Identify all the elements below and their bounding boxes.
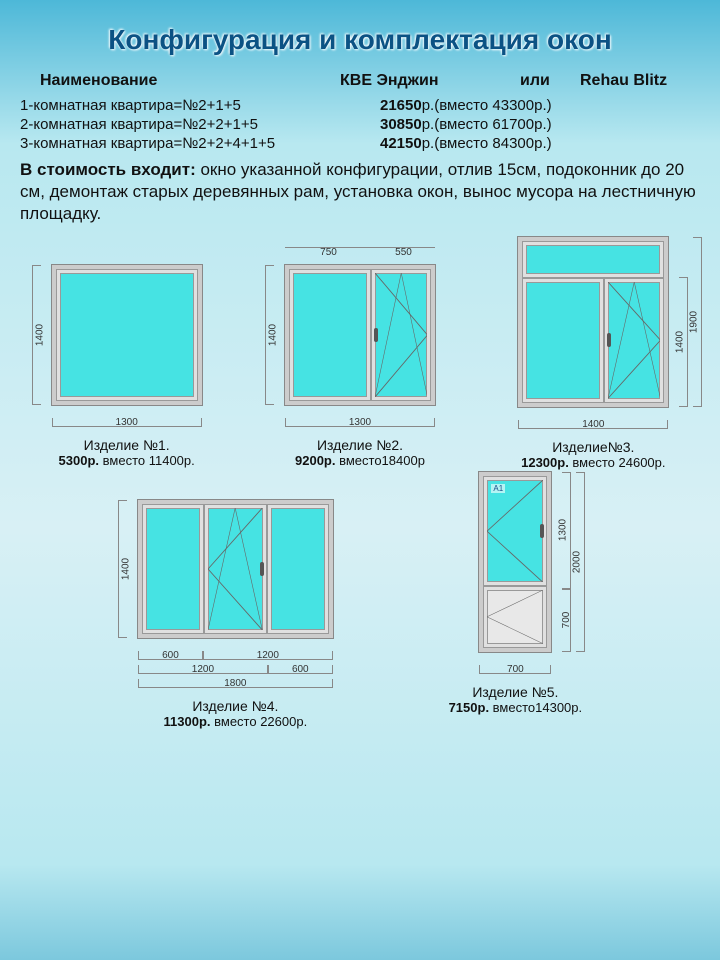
hdr-brand1: КВЕ Энджин xyxy=(340,72,520,90)
dim-left: 1400 xyxy=(118,500,130,638)
dim-bot-a2: 1200 xyxy=(203,648,333,660)
door-frame: A1 xyxy=(479,472,551,652)
dim-right-outer: 1900 xyxy=(690,237,702,407)
dim-left: 1400 xyxy=(32,265,44,405)
apt-price: 30850 xyxy=(380,116,422,133)
dim-bot-b2: 600 xyxy=(268,662,333,674)
item-price: 5300р. вместо 11400р. xyxy=(52,453,202,468)
header-row: Наименование КВЕ Энджин или Rehau Blitz xyxy=(0,70,720,96)
item-name: Изделие №4. xyxy=(138,698,333,714)
window-item-3: 1400 1900 1400 Изделие№3. 12300р xyxy=(518,265,668,469)
apt-row: 3-комнатная квартира=№2+2+4+1+5 42150р.(… xyxy=(0,134,720,153)
apt-price: 42150 xyxy=(380,135,422,152)
apt-price: 21650 xyxy=(380,97,422,114)
dim-bot-a1: 600 xyxy=(138,648,203,660)
page-title: Конфигурация и комплектация окон xyxy=(0,0,720,70)
window-row-2: 1400 600 1200 1200 600 1800 Изд xyxy=(0,500,720,729)
dim-bottom: 700 xyxy=(479,662,551,674)
body-lead: В стоимость входит: xyxy=(20,160,196,179)
item-name: Изделие №5. xyxy=(449,684,583,700)
apt-row: 1-комнатная квартира=№2+1+5 21650р.(вмес… xyxy=(0,96,720,115)
window-item-5: 1300 700 2000 A1 700 Изделие №5. xyxy=(449,500,583,729)
handle-icon xyxy=(260,562,264,576)
window-frame xyxy=(138,500,333,638)
dim-top-left: 750 xyxy=(320,247,337,258)
window-item-2: 1400 750 550 1300 Изделие №2. 9200р. xyxy=(285,265,435,469)
window-row-1: 1400 1300 Изделие №1. 5300р. вместо 1140… xyxy=(0,259,720,469)
item-name: Изделие №1. xyxy=(52,437,202,453)
apt-name: 1-комнатная квартира=№2+1+5 xyxy=(20,97,380,114)
dim-r-bot: 700 xyxy=(559,589,571,652)
window-item-4: 1400 600 1200 1200 600 1800 Изд xyxy=(138,500,333,729)
apt-instead: р.(вместо 61700р.) xyxy=(422,116,552,133)
hdr-or: или xyxy=(520,72,580,90)
dim-right-inner: 1400 xyxy=(676,277,688,406)
item-name: Изделие№3. xyxy=(518,439,668,455)
item-name: Изделие №2. xyxy=(285,437,435,453)
hdr-name: Наименование xyxy=(40,72,340,90)
dim-r-top: 1300 xyxy=(559,472,571,589)
window-item-1: 1400 1300 Изделие №1. 5300р. вместо 1140… xyxy=(52,265,202,469)
window-frame xyxy=(52,265,202,405)
dim-left: 1400 xyxy=(265,265,277,405)
handle-icon xyxy=(540,524,544,538)
dim-top-right: 550 xyxy=(395,247,412,258)
handle-icon xyxy=(607,333,611,347)
apt-row: 2-комнатная квартира=№2+2+1+5 30850р.(вм… xyxy=(0,115,720,134)
apt-name: 3-комнатная квартира=№2+2+4+1+5 xyxy=(20,135,380,152)
body-text: В стоимость входит: окно указанной конфи… xyxy=(0,153,720,231)
dim-bottom: 1300 xyxy=(285,415,435,427)
window-frame xyxy=(518,237,668,407)
handle-icon xyxy=(374,328,378,342)
window-frame xyxy=(285,265,435,405)
dim-r-total: 2000 xyxy=(573,472,585,652)
apt-instead: р.(вместо 43300р.) xyxy=(422,97,552,114)
dim-bot-b1: 1200 xyxy=(138,662,268,674)
item-price: 11300р. вместо 22600р. xyxy=(138,714,333,729)
item-price: 9200р. вместо18400р xyxy=(285,453,435,468)
item-price: 7150р. вместо14300р. xyxy=(449,700,583,715)
apt-name: 2-комнатная квартира=№2+2+1+5 xyxy=(20,116,380,133)
hdr-brand2: Rehau Blitz xyxy=(580,72,700,90)
dim-bottom: 1300 xyxy=(52,415,202,427)
dim-bottom: 1400 xyxy=(518,417,668,429)
apt-instead: р.(вместо 84300р.) xyxy=(422,135,552,152)
item-price: 12300р. вместо 24600р. xyxy=(518,455,668,470)
dim-bot-total: 1800 xyxy=(138,676,333,688)
door-tag: A1 xyxy=(491,484,505,493)
